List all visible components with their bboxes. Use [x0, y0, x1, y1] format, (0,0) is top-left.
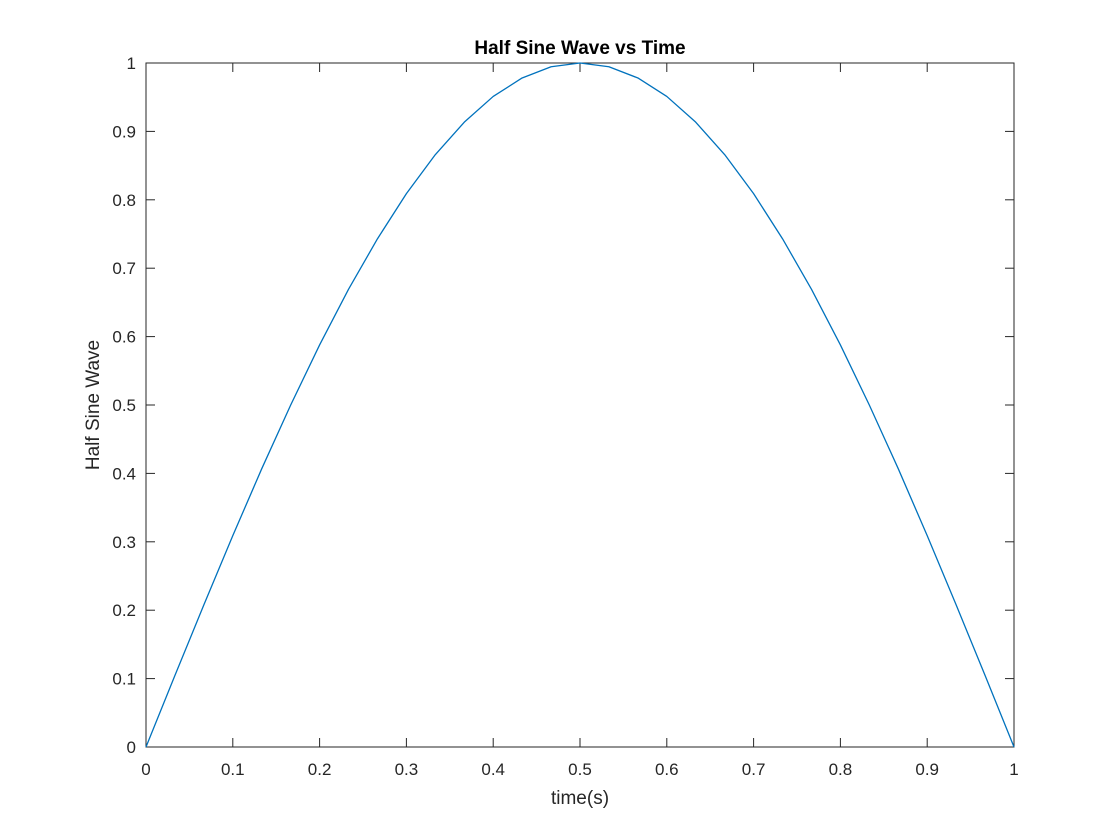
chart-title: Half Sine Wave vs Time: [474, 38, 685, 59]
x-tick-label: 0: [141, 760, 150, 779]
y-axis-label: Half Sine Wave: [83, 340, 104, 470]
y-tick-label: 0.3: [112, 533, 136, 552]
y-tick-label: 0.9: [112, 122, 136, 141]
y-tick-label: 0.7: [112, 259, 136, 278]
y-tick-label: 0.2: [112, 601, 136, 620]
x-axis-label: time(s): [551, 788, 609, 809]
y-tick-label: 0.4: [112, 464, 136, 483]
y-tick-label: 0.1: [112, 670, 136, 689]
ticks: [145, 62, 1015, 748]
x-tick-label: 0.3: [395, 760, 419, 779]
x-tick-label: 0.8: [829, 760, 853, 779]
x-tick-label: 0.7: [742, 760, 766, 779]
x-tick-label: 0.2: [308, 760, 332, 779]
axes-box: [145, 62, 1015, 748]
y-tick-label: 0.8: [112, 191, 136, 210]
y-tick-label: 0: [127, 738, 136, 757]
x-tick-label: 0.5: [568, 760, 592, 779]
x-tick-label: 1: [1009, 760, 1018, 779]
x-tick-label: 0.1: [221, 760, 245, 779]
x-tick-label: 0.6: [655, 760, 679, 779]
y-tick-label: 0.6: [112, 328, 136, 347]
y-tick-label: 1: [127, 54, 136, 73]
y-tick-label: 0.5: [112, 396, 136, 415]
tick-labels: 0 0.1 0.2 0.3 0.4 0.5 0.6 0.7 0.8 0.9 1 0 0.1 0.2 0.3 0…: [112, 54, 1018, 779]
series-line: [145, 62, 1015, 748]
x-tick-label: 0.9: [915, 760, 939, 779]
x-tick-label: 0.4: [481, 760, 505, 779]
